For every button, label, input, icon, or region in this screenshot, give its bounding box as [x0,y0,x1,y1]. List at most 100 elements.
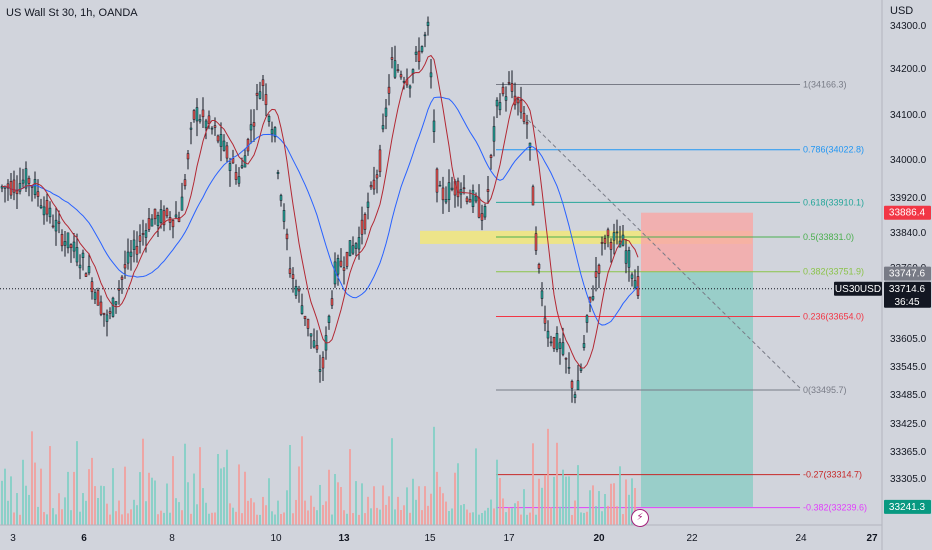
candle-body [564,357,568,360]
candle-body [549,341,553,344]
candle-body [231,158,235,164]
volume-bar [598,491,600,525]
candle-body [417,50,421,62]
volume-bar [316,510,318,525]
candle-body [468,199,472,203]
volume-bar [313,506,315,525]
candle-body [426,21,430,26]
volume-bar [409,512,411,525]
candle-body [330,298,334,306]
candle-body [279,195,283,201]
time-tick-label: 24 [795,533,807,544]
candle-body [165,208,169,217]
candle-body [369,184,373,188]
candle-body [444,199,448,203]
volume-bar [181,510,183,525]
candle-body [546,330,550,339]
price-badge-label: 33241.3 [889,502,926,513]
candle-body [252,122,256,127]
fast-moving-average [1,54,639,369]
price-tick-label: 33485.0 [890,390,927,401]
flash-icon[interactable]: ⚡ [631,509,649,527]
volume-bar [154,480,156,525]
volume-bar [388,496,390,525]
volume-bar [109,514,111,525]
volume-bar [97,497,99,525]
candle-body [81,252,85,258]
volume-bar [325,501,327,525]
candle-body [6,183,10,189]
volume-bar [310,495,312,525]
candle-body [264,94,268,106]
volume-bar [625,479,627,525]
candle-body [486,189,490,192]
volume-bar [622,514,624,525]
chart-title: US Wall St 30, 1h, OANDA [6,7,138,19]
candle-body [234,172,238,180]
time-tick-label: 13 [338,533,350,544]
volume-bar [406,487,408,525]
volume-bar [607,505,609,525]
candle-body [495,99,499,107]
volume-bar [586,511,588,525]
candle-body [294,286,298,296]
candle-body [501,86,505,95]
volume-bar [274,514,276,525]
candle-body [378,149,382,173]
volume-bar [292,513,294,525]
candle-body [204,120,208,129]
volume-bar [562,469,564,525]
candle-body [297,288,301,292]
volume-bar [391,438,393,525]
candle-body [87,266,91,274]
volume-bar [532,443,534,525]
volume-bar [421,510,423,525]
volume-bar [592,485,594,525]
volume-bar [217,454,219,525]
volume-bar [520,514,522,525]
volume-bar [523,489,525,525]
volume-bar [355,481,357,525]
candle-body [543,317,547,324]
candle-body [312,340,316,348]
price-tick-label: 33605.0 [890,334,927,345]
fib-level-label: -0.382(33239.6) [803,503,867,513]
candle-body [402,80,406,83]
candle-body [300,305,304,314]
volume-bar [616,506,618,525]
volume-bar [352,513,354,525]
price-badge [884,266,931,281]
candle-body [507,82,511,84]
volume-bar [142,438,144,525]
candle-body [15,190,19,195]
currency-label: USD [890,5,914,17]
candle-body [201,109,205,118]
volume-bar [379,509,381,525]
volume-bar [349,449,351,525]
price-tick-label: 34300.0 [890,21,927,32]
time-tick-label: 27 [866,533,878,544]
volume-bar [514,503,516,525]
candle-body [75,247,79,263]
candle-body [504,96,508,101]
price-tick-label: 34200.0 [890,64,927,75]
candle-body [27,177,31,184]
candle-body [219,134,223,147]
volume-bar [535,514,537,525]
time-tick-label: 10 [270,533,282,544]
candle-body [372,179,376,190]
volume-bar [502,498,504,525]
candle-body [261,79,265,87]
candle-body [276,172,280,174]
candle-body [63,241,67,246]
candle-body [138,235,142,242]
candle-body [255,92,259,96]
candle-body [576,380,580,391]
volume-bar [478,514,480,525]
volume-bar [286,490,288,525]
candle-body [96,290,100,306]
volume-bar [334,473,336,525]
volume-bar [148,472,150,525]
